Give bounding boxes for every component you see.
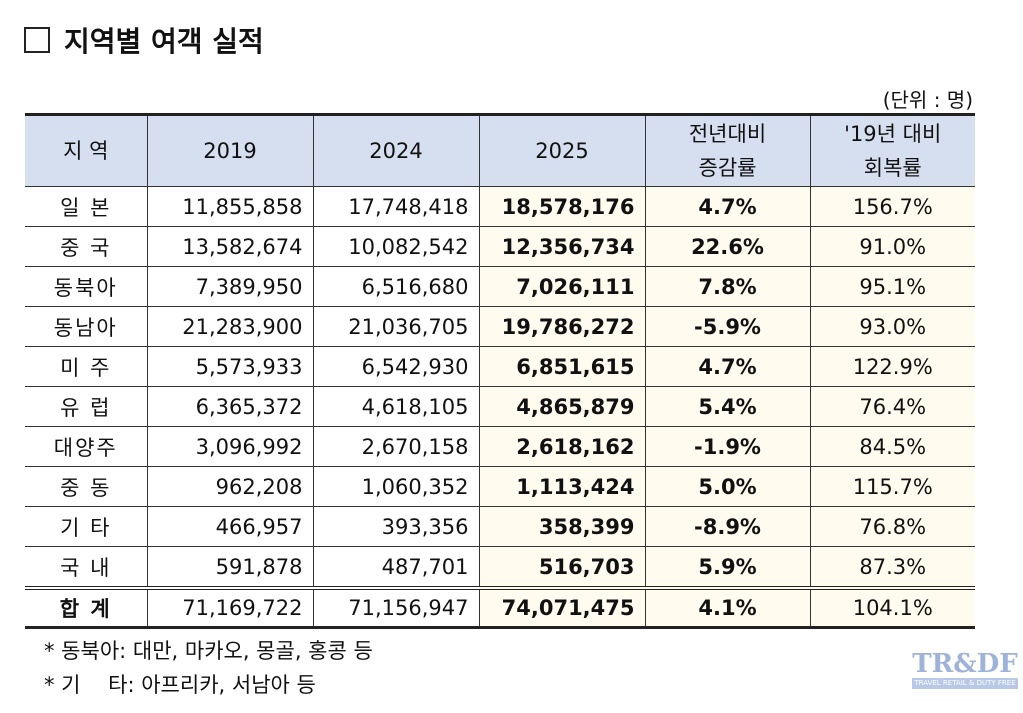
logo: TR&DF TRAVEL RETAIL & DUTY FREE bbox=[912, 650, 1018, 689]
cell-region: 일 본 bbox=[25, 186, 148, 227]
cell-y2019: 962,208 bbox=[146, 466, 314, 507]
table-row: 동북아 7,389,950 6,516,680 7,026,111 7.8% 95.1% bbox=[25, 266, 975, 307]
logo-sub: TRAVEL RETAIL & DUTY FREE bbox=[912, 678, 1018, 689]
cell-yoy: 5.9% bbox=[644, 546, 811, 589]
table-row: 중 동 962,208 1,060,352 1,113,424 5.0% 115.7% bbox=[25, 466, 975, 507]
logo-main: TR&DF bbox=[912, 649, 1018, 679]
cell-yoy: 5.4% bbox=[644, 386, 811, 427]
footnote: * 기 타: 아프리카, 서남아 등 bbox=[44, 673, 316, 697]
cell-y2025: 516,703 bbox=[478, 546, 646, 589]
cell-y2025: 1,113,424 bbox=[478, 466, 646, 507]
cell-y2024: 393,356 bbox=[312, 506, 480, 547]
cell-y2024: 17,748,418 bbox=[312, 186, 480, 227]
cell-region: 중 동 bbox=[25, 466, 148, 507]
cell-yoy: 4.7% bbox=[644, 186, 811, 227]
cell-yoy: 22.6% bbox=[644, 226, 811, 267]
cell-y2025: 12,356,734 bbox=[478, 226, 646, 267]
cell-y2019: 591,878 bbox=[146, 546, 314, 589]
cell-y2019: 466,957 bbox=[146, 506, 314, 547]
cell-y2024: 487,701 bbox=[312, 546, 480, 589]
table-row: 유 럽 6,365,372 4,618,105 4,865,879 5.4% 76.4% bbox=[25, 386, 975, 427]
cell-region: 동북아 bbox=[25, 266, 148, 307]
cell-y2019: 11,855,858 bbox=[146, 186, 314, 227]
cell-recovery: 84.5% bbox=[809, 426, 975, 467]
title-text: 지역별 여객 실적 bbox=[64, 25, 264, 58]
cell-recovery: 156.7% bbox=[809, 186, 975, 227]
table-row: 국 내 591,878 487,701 516,703 5.9% 87.3% bbox=[25, 546, 975, 589]
cell-y2025: 2,618,162 bbox=[478, 426, 646, 467]
cell-recovery: 115.7% bbox=[809, 466, 975, 507]
table-row: 일 본 11,855,858 17,748,418 18,578,176 4.7% 156… bbox=[25, 186, 975, 227]
cell-y2024: 6,542,930 bbox=[312, 346, 480, 387]
column-header: '19년 대비 회복률 bbox=[809, 113, 975, 187]
cell-y2024: 21,036,705 bbox=[312, 306, 480, 347]
cell-region: 유 럽 bbox=[25, 386, 148, 427]
cell-y2025: 7,026,111 bbox=[478, 266, 646, 307]
cell-y2019: 13,582,674 bbox=[146, 226, 314, 267]
cell-y2024: 6,516,680 bbox=[312, 266, 480, 307]
cell-y2019: 5,573,933 bbox=[146, 346, 314, 387]
cell-region: 대양주 bbox=[25, 426, 148, 467]
checkbox-square-icon bbox=[24, 27, 50, 53]
cell-recovery: 87.3% bbox=[809, 546, 975, 589]
cell-region: 미 주 bbox=[25, 346, 148, 387]
cell-y2025: 19,786,272 bbox=[478, 306, 646, 347]
column-header: 지 역 bbox=[25, 113, 148, 187]
passenger-table: 지 역 2019 2024 2025 전년대비 증감률 '19년 대비 회복률 일 본 11… bbox=[25, 113, 975, 629]
cell-y2024: 2,670,158 bbox=[312, 426, 480, 467]
table-row: 대양주 3,096,992 2,670,158 2,618,162 -1.9% 84.5% bbox=[25, 426, 975, 467]
footnote: * 동북아: 대만, 마카오, 몽골, 홍콩 등 bbox=[44, 639, 373, 663]
column-header: 2019 bbox=[146, 113, 314, 187]
column-header: 2024 bbox=[312, 113, 480, 187]
cell-recovery: 76.4% bbox=[809, 386, 975, 427]
header-row: 지 역 2019 2024 2025 전년대비 증감률 '19년 대비 회복률 bbox=[25, 113, 975, 187]
cell-yoy: 5.0% bbox=[644, 466, 811, 507]
cell-yoy: 7.8% bbox=[644, 266, 811, 307]
table-row: 미 주 5,573,933 6,542,930 6,851,615 4.7% 122.9% bbox=[25, 346, 975, 387]
unit-label: (단위 : 명) bbox=[882, 88, 973, 112]
table-row: 기 타 466,957 393,356 358,399 -8.9% 76.8% bbox=[25, 506, 975, 547]
cell-y2019: 21,283,900 bbox=[146, 306, 314, 347]
cell-y2024: 10,082,542 bbox=[312, 226, 480, 267]
cell-recovery: 104.1% bbox=[809, 586, 975, 629]
column-header: 전년대비 증감률 bbox=[644, 113, 811, 187]
cell-y2025: 358,399 bbox=[478, 506, 646, 547]
cell-y2025: 4,865,879 bbox=[478, 386, 646, 427]
cell-y2024: 71,156,947 bbox=[312, 586, 480, 629]
table-row: 중 국 13,582,674 10,082,542 12,356,734 22.6% 91… bbox=[25, 226, 975, 267]
cell-yoy: -5.9% bbox=[644, 306, 811, 347]
cell-y2019: 6,365,372 bbox=[146, 386, 314, 427]
cell-recovery: 76.8% bbox=[809, 506, 975, 547]
cell-region: 중 국 bbox=[25, 226, 148, 267]
cell-region: 동남아 bbox=[25, 306, 148, 347]
cell-yoy: -8.9% bbox=[644, 506, 811, 547]
cell-yoy: -1.9% bbox=[644, 426, 811, 467]
cell-recovery: 93.0% bbox=[809, 306, 975, 347]
cell-y2024: 4,618,105 bbox=[312, 386, 480, 427]
table-row: 동남아 21,283,900 21,036,705 19,786,272 -5.9% 93… bbox=[25, 306, 975, 347]
page-title: 지역별 여객 실적 bbox=[24, 20, 264, 60]
cell-recovery: 122.9% bbox=[809, 346, 975, 387]
cell-recovery: 91.0% bbox=[809, 226, 975, 267]
footnotes: * 동북아: 대만, 마카오, 몽골, 홍콩 등 * 기 타: 아프리카, 서남… bbox=[44, 634, 373, 702]
cell-region: 국 내 bbox=[25, 546, 148, 589]
cell-y2025: 74,071,475 bbox=[478, 586, 646, 629]
cell-region: 기 타 bbox=[25, 506, 148, 547]
cell-yoy: 4.1% bbox=[644, 586, 811, 629]
column-header: 2025 bbox=[478, 113, 646, 187]
cell-y2019: 71,169,722 bbox=[146, 586, 314, 629]
total-row: 합 계 71,169,722 71,156,947 74,071,475 4.1% 104… bbox=[25, 586, 975, 629]
cell-y2025: 6,851,615 bbox=[478, 346, 646, 387]
cell-y2019: 7,389,950 bbox=[146, 266, 314, 307]
cell-y2025: 18,578,176 bbox=[478, 186, 646, 227]
cell-yoy: 4.7% bbox=[644, 346, 811, 387]
cell-y2019: 3,096,992 bbox=[146, 426, 314, 467]
cell-y2024: 1,060,352 bbox=[312, 466, 480, 507]
cell-region: 합 계 bbox=[25, 586, 148, 629]
cell-recovery: 95.1% bbox=[809, 266, 975, 307]
